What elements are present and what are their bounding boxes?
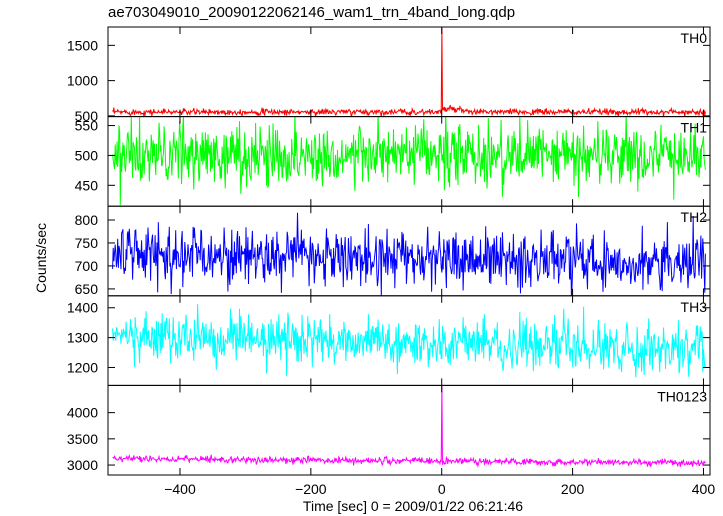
y-tick-label: 450 <box>75 177 99 193</box>
series-line-th3 <box>112 304 706 378</box>
y-tick-label: 4000 <box>67 405 98 421</box>
panel-label-th0: TH0 <box>681 30 708 46</box>
y-tick-label: 800 <box>75 212 99 228</box>
y-tick-label: 700 <box>75 258 99 274</box>
y-tick-label: 3000 <box>67 457 98 473</box>
y-tick-label: 1500 <box>67 37 98 53</box>
series-line-th0 <box>112 27 706 117</box>
y-tick-label: 750 <box>75 235 99 251</box>
panel-frame <box>107 384 711 476</box>
x-tick-label: −200 <box>295 481 327 497</box>
x-tick-label: 400 <box>692 481 716 497</box>
panel-th0: 500 1000 1500 TH0 <box>67 26 711 124</box>
y-axis-label: Counts/sec <box>33 223 49 293</box>
panel-th1: 450 500 550 TH1 <box>75 116 711 207</box>
y-tick-label: 500 <box>75 147 99 163</box>
panel-label-th2: TH2 <box>681 209 708 225</box>
y-tick-label: 650 <box>75 281 99 297</box>
y-tick-label: 500 <box>75 108 99 124</box>
panel-th3: 1200 1300 1400 TH3 <box>67 295 711 386</box>
chart-title: ae703049010_20090122062146_wam1_trn_4ban… <box>108 4 516 21</box>
y-tick-label: 1300 <box>67 330 98 346</box>
y-tick-label: 1400 <box>67 300 98 316</box>
y-tick-label: 550 <box>75 118 99 134</box>
series-line-th2 <box>112 212 706 296</box>
panel-th0123: 3000 3500 4000 TH0123 <box>67 384 711 476</box>
panel-label-th3: TH3 <box>681 299 708 315</box>
y-tick-label: 1200 <box>67 359 98 375</box>
x-axis-label: Time [sec] 0 = 2009/01/22 06:21:46 <box>303 498 523 514</box>
panel-label-th1: TH1 <box>681 120 708 136</box>
panel-th2: 650 700 750 800 TH2 <box>75 205 711 297</box>
x-tick-label: −400 <box>164 481 196 497</box>
x-tick-label: 0 <box>438 481 446 497</box>
y-tick-label: 1000 <box>67 73 98 89</box>
x-axis: −400 −200 0 200 400 <box>164 481 715 497</box>
panel-frame <box>107 26 711 118</box>
x-tick-label: 200 <box>561 481 585 497</box>
y-tick-label: 3500 <box>67 431 98 447</box>
series-line-th1 <box>112 116 706 206</box>
series-line-th0123 <box>112 385 706 468</box>
panel-label-th0123: TH0123 <box>657 388 707 404</box>
